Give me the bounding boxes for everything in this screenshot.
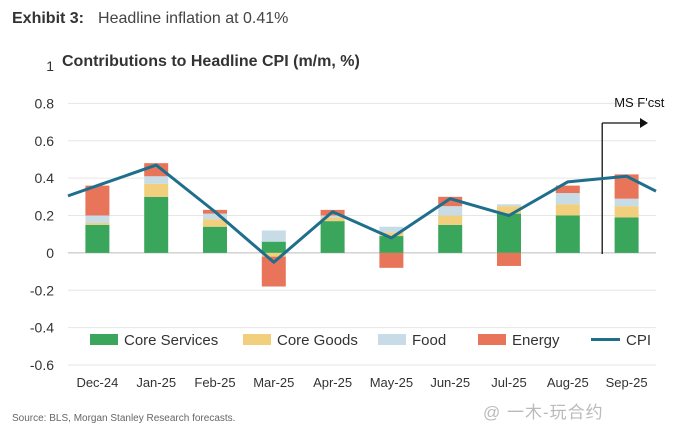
- x-tick-label: Jun-25: [430, 375, 470, 390]
- y-tick-label: -0.4: [30, 320, 54, 336]
- x-tick-label: Feb-25: [194, 375, 235, 390]
- bar-core-goods: [320, 217, 345, 222]
- bar-core-goods: [497, 206, 521, 214]
- bar-food: [497, 204, 521, 207]
- legend-swatch-energy: [478, 334, 506, 345]
- x-tick-label: Apr-25: [313, 375, 352, 390]
- bar-food: [438, 206, 463, 216]
- forecast-label: MS F'cst: [614, 95, 665, 110]
- bar-core-goods: [379, 232, 404, 237]
- bar-food: [144, 176, 169, 184]
- source-note: Source: BLS, Morgan Stanley Research for…: [12, 413, 236, 424]
- exhibit-label: Exhibit 3:: [12, 10, 85, 27]
- legend-label-cpi: CPI: [626, 332, 651, 349]
- bar-core-services: [555, 215, 580, 253]
- y-tick-label: 0.8: [35, 95, 55, 111]
- bar-core-goods: [261, 252, 286, 257]
- legend-label-energy: Energy: [512, 332, 560, 349]
- y-tick-label: 0.6: [35, 133, 55, 149]
- exhibit-header: Exhibit 3: Headline inflation at 0.41%: [12, 10, 288, 28]
- bar-core-goods: [438, 215, 463, 225]
- legend-label-food: Food: [412, 332, 446, 349]
- bar-core-goods: [85, 222, 110, 225]
- y-tick-label: 1: [46, 58, 54, 74]
- bar-core-services: [438, 224, 463, 253]
- bar-core-goods: [614, 206, 639, 218]
- x-tick-label: Dec-24: [76, 375, 118, 390]
- bar-food: [614, 198, 639, 207]
- bar-energy: [379, 252, 404, 268]
- bar-core-services: [614, 217, 639, 253]
- legend-label-core-services: Core Services: [124, 332, 218, 349]
- bar-energy: [438, 196, 463, 207]
- bar-food: [203, 213, 227, 220]
- legend-swatch-core-services: [90, 334, 118, 345]
- bar-food: [555, 193, 580, 205]
- bar-core-services: [497, 213, 521, 253]
- y-tick-label: 0: [46, 245, 54, 261]
- legend-label-core-goods: Core Goods: [277, 332, 358, 349]
- y-tick-label: 0.4: [35, 170, 55, 186]
- bar-food: [320, 215, 345, 218]
- legend-swatch-food: [378, 334, 406, 345]
- bar-core-services: [379, 236, 404, 253]
- y-tick-label: -0.2: [30, 282, 54, 298]
- bar-core-services: [85, 224, 110, 253]
- cpi-line: [67, 163, 657, 264]
- x-tick-label: May-25: [370, 375, 413, 390]
- x-tick-label: Jan-25: [136, 375, 176, 390]
- y-tick-label: -0.6: [30, 357, 54, 373]
- bar-core-goods: [144, 183, 169, 197]
- bar-food: [85, 215, 110, 223]
- bar-core-services: [203, 226, 227, 253]
- bar-energy: [497, 252, 521, 266]
- bar-energy: [555, 185, 580, 194]
- bar-core-goods: [203, 219, 227, 227]
- legend-swatch-core-goods: [243, 334, 271, 345]
- bar-core-services: [144, 196, 169, 253]
- bar-food: [379, 226, 404, 233]
- watermark: @ 一木-玩合约: [483, 403, 604, 422]
- exhibit-title: Headline inflation at 0.41%: [98, 10, 289, 27]
- x-tick-label: Jul-25: [491, 375, 526, 390]
- forecast-arrow-head: [640, 118, 648, 128]
- x-tick-label: Sep-25: [606, 375, 648, 390]
- x-tick-label: Aug-25: [547, 375, 589, 390]
- bar-energy: [85, 185, 110, 216]
- y-tick-label: 0.2: [35, 208, 55, 224]
- bar-core-services: [261, 241, 286, 253]
- bar-core-goods: [555, 204, 580, 216]
- bar-food: [261, 230, 286, 242]
- x-tick-label: Mar-25: [253, 375, 294, 390]
- chart-title: Contributions to Headline CPI (m/m, %): [62, 53, 360, 70]
- bar-core-services: [320, 221, 345, 253]
